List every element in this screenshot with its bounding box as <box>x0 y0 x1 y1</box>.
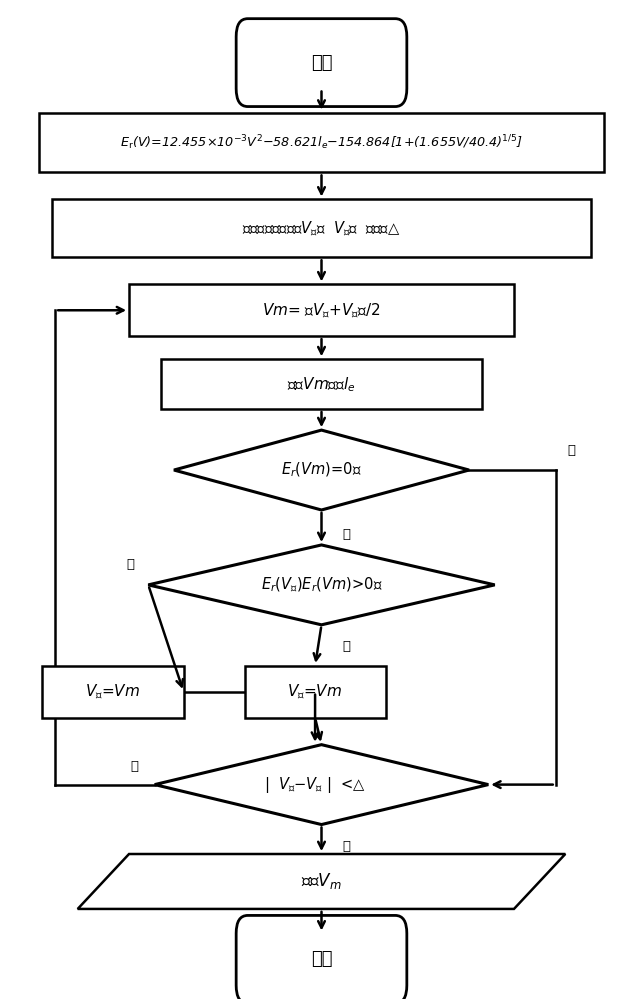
Polygon shape <box>155 745 488 825</box>
Text: 开始: 开始 <box>311 54 332 72</box>
Bar <box>52 199 591 257</box>
Bar <box>42 666 183 718</box>
Text: $V_{左}$=$Vm$: $V_{左}$=$Vm$ <box>287 682 343 701</box>
Text: 否: 否 <box>342 528 350 541</box>
Text: $V_{右}$−$V_{左}$ |  <△: $V_{右}$−$V_{左}$ | <△ <box>278 775 365 795</box>
Bar <box>39 113 604 172</box>
Text: 是: 是 <box>342 640 350 653</box>
Polygon shape <box>149 545 494 625</box>
Text: 输入左右端点速度$V_{左}$，  $V_{右}$，  误差值△: 输入左右端点速度$V_{左}$， $V_{右}$， 误差值△ <box>242 219 401 238</box>
FancyBboxPatch shape <box>236 19 407 107</box>
Text: 结束: 结束 <box>311 950 332 968</box>
Text: $Vm$= （$V_{左}$+$V_{右}$）/2: $Vm$= （$V_{左}$+$V_{右}$）/2 <box>262 301 381 320</box>
Text: $V_{右}$=$Vm$: $V_{右}$=$Vm$ <box>86 682 141 701</box>
Text: $E_\mathrm{r}$($V$)=12.455×10$^{-3}$$V^2$−58.621$l_e$−154.864[1+(1.655$V$/40.4)$: $E_\mathrm{r}$($V$)=12.455×10$^{-3}$$V^2… <box>120 133 523 152</box>
Text: 根据$Vm$求解$l_e$: 根据$Vm$求解$l_e$ <box>287 375 356 394</box>
Text: $E_r$($Vm$)=0？: $E_r$($Vm$)=0？ <box>281 461 362 479</box>
Text: 否: 否 <box>130 760 138 773</box>
Bar <box>161 359 482 409</box>
Text: 是: 是 <box>568 444 575 457</box>
Text: 是: 是 <box>342 840 350 853</box>
Text: |: | <box>264 777 269 793</box>
Text: 输出$V_m$: 输出$V_m$ <box>301 871 342 891</box>
FancyBboxPatch shape <box>236 915 407 1000</box>
Bar <box>244 666 386 718</box>
Polygon shape <box>174 430 469 510</box>
Text: 否: 否 <box>126 558 134 571</box>
Bar <box>129 284 514 336</box>
Polygon shape <box>78 854 565 909</box>
Text: $E_r$($V_{左}$)$E_r$($Vm$)>0？: $E_r$($V_{左}$)$E_r$($Vm$)>0？ <box>260 575 383 594</box>
